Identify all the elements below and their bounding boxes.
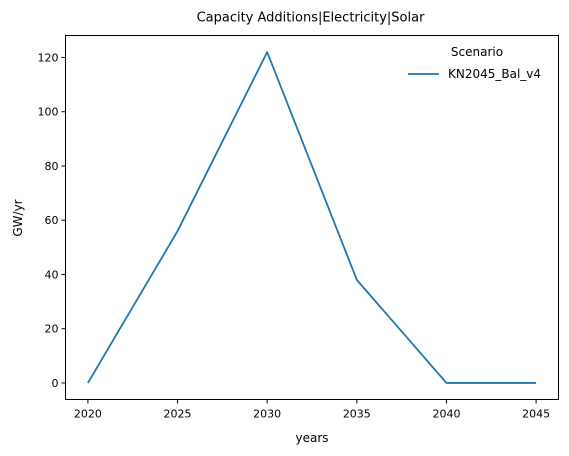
legend-label: KN2045_Bal_v4 (448, 67, 541, 81)
y-tick-label: 80 (45, 160, 59, 173)
y-axis-ticks: 0 20 40 60 80 100 120 (38, 51, 66, 390)
y-axis-label: GW/yr (11, 199, 25, 236)
y-tick-label: 20 (45, 323, 59, 336)
y-tick-label: 40 (45, 268, 59, 281)
chart-title: Capacity Additions|Electricity|Solar (197, 11, 426, 26)
plot-area-frame (65, 35, 559, 400)
x-tick-label: 2030 (253, 408, 281, 421)
x-axis-ticks: 2020 2025 2030 2035 2040 2045 (74, 399, 550, 421)
series-line-0 (87, 51, 537, 384)
y-tick-label: 0 (52, 377, 59, 390)
y-tick-label: 120 (38, 51, 59, 64)
y-tick-label: 60 (45, 214, 59, 227)
y-tick-label: 100 (38, 106, 59, 119)
series-layer (87, 51, 537, 384)
x-tick-label: 2045 (522, 408, 550, 421)
x-tick-label: 2035 (343, 408, 371, 421)
legend: Scenario KN2045_Bal_v4 (408, 45, 541, 81)
x-tick-label: 2040 (432, 408, 460, 421)
x-tick-label: 2025 (164, 408, 192, 421)
x-axis-label: years (295, 431, 328, 445)
x-tick-label: 2020 (74, 408, 102, 421)
legend-title: Scenario (451, 45, 503, 59)
